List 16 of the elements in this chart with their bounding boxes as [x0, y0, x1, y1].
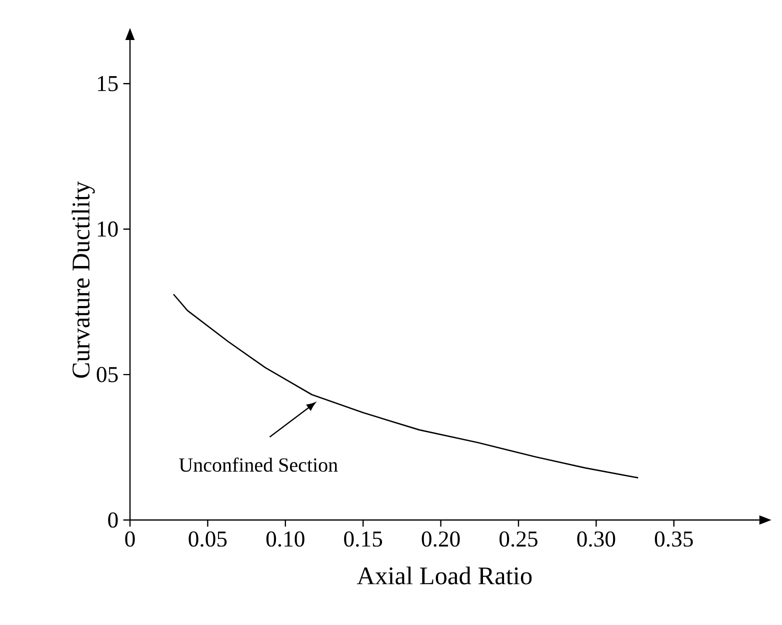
x-tick-label: 0.25 — [500, 531, 538, 547]
x-tick-label: 0.10 — [266, 531, 304, 547]
x-tick-label: 0.35 — [654, 531, 693, 547]
x-tick-label: 0.05 — [188, 531, 227, 547]
x-tick-label: 0.15 — [344, 531, 382, 547]
x-axis-title: Axial Load Ratio — [356, 566, 532, 584]
y-tick-label: 15 — [98, 76, 118, 92]
annotation: Unconfined Section — [179, 458, 338, 472]
x-tick-label: 0.30 — [577, 531, 616, 547]
line-series — [172, 294, 639, 478]
y-tick-label: 0 — [108, 512, 118, 528]
y-tick-label: 10 — [98, 221, 118, 237]
x-tick-label: 0 — [125, 531, 135, 547]
y-axis-title: Curvature Ductility — [72, 181, 95, 378]
x-tick-label: 0.20 — [422, 531, 460, 547]
y-tick-label: 05 — [96, 366, 118, 382]
